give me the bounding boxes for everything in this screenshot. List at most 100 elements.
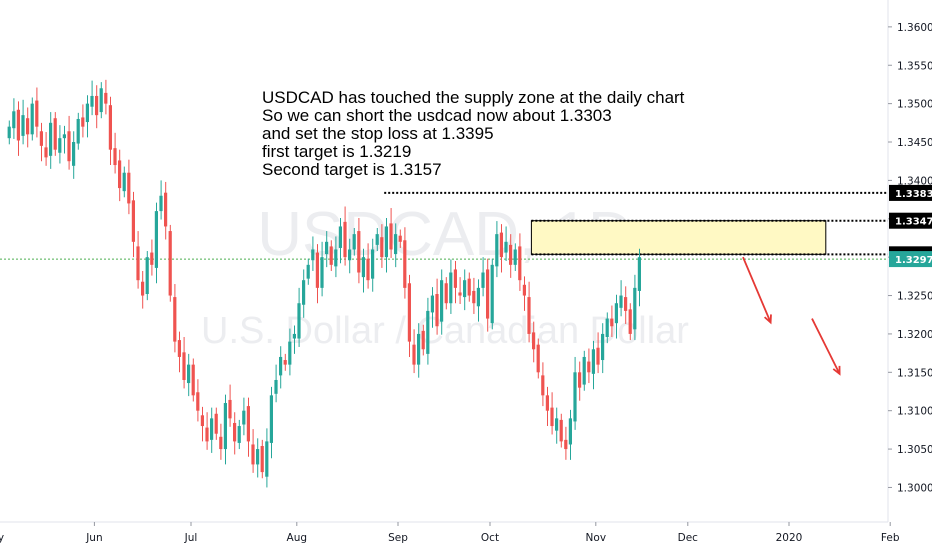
candle bbox=[490, 258, 494, 330]
candle-body bbox=[72, 142, 76, 166]
candle bbox=[16, 101, 20, 156]
candle bbox=[122, 166, 126, 198]
candle bbox=[591, 340, 595, 390]
candle bbox=[329, 240, 333, 271]
supply-zone bbox=[530, 220, 827, 255]
price-tick-label: 1.31500 bbox=[897, 367, 932, 379]
candle-body bbox=[619, 295, 623, 308]
candle-body bbox=[237, 426, 241, 443]
candle-body bbox=[403, 240, 407, 288]
price-tick-label: 1.31000 bbox=[897, 406, 932, 418]
price-tick-label: 1.30500 bbox=[897, 444, 932, 456]
candle bbox=[435, 278, 439, 335]
candle bbox=[127, 159, 131, 215]
time-axis[interactable]: May Jun Jul Aug Sep Oct Nov Dec 2020 Feb bbox=[0, 521, 900, 544]
candle-body bbox=[99, 88, 103, 113]
candle-body bbox=[486, 269, 490, 319]
candle-body bbox=[136, 246, 140, 281]
candle-body bbox=[509, 244, 513, 265]
candle bbox=[58, 125, 62, 164]
candle-body bbox=[292, 333, 296, 339]
candle-body bbox=[518, 246, 522, 281]
candle bbox=[108, 96, 112, 166]
candle-body bbox=[196, 392, 200, 411]
candle-body bbox=[297, 303, 301, 339]
candle-body bbox=[182, 352, 186, 380]
badge-bg bbox=[889, 212, 932, 229]
candle bbox=[168, 224, 172, 302]
candle-body bbox=[233, 422, 237, 442]
candle-body bbox=[421, 330, 425, 350]
target-arrow bbox=[742, 256, 772, 325]
candle bbox=[26, 107, 30, 148]
candle-body bbox=[44, 147, 48, 158]
candle-body bbox=[26, 118, 30, 135]
candle bbox=[463, 269, 467, 311]
candle bbox=[62, 125, 66, 154]
candle-body bbox=[555, 418, 559, 431]
candle-body bbox=[279, 356, 283, 376]
candle bbox=[12, 98, 16, 139]
candle-body bbox=[375, 234, 379, 245]
candle-body bbox=[122, 172, 126, 192]
candle bbox=[389, 208, 393, 258]
candle bbox=[72, 131, 76, 179]
candle-body bbox=[449, 272, 453, 304]
candle bbox=[375, 227, 379, 252]
time-tick-label: 2020 bbox=[776, 532, 803, 544]
candle-body bbox=[582, 356, 586, 385]
candle bbox=[246, 397, 250, 457]
candle bbox=[522, 276, 526, 311]
candle bbox=[118, 149, 122, 202]
candle-body bbox=[53, 118, 57, 150]
candle-body bbox=[568, 418, 572, 445]
price-axis[interactable]: 1.360001.355001.350001.345001.340001.335… bbox=[887, 0, 932, 522]
candle bbox=[596, 332, 600, 374]
candle-body bbox=[587, 361, 591, 373]
candle bbox=[499, 224, 503, 273]
candle-body bbox=[417, 333, 421, 365]
candle-body bbox=[223, 403, 227, 450]
candle bbox=[334, 236, 338, 278]
candle-body bbox=[228, 399, 232, 419]
candle bbox=[458, 277, 462, 304]
candle bbox=[495, 221, 499, 278]
candle bbox=[302, 269, 306, 318]
candle-body bbox=[352, 234, 356, 250]
trade-annotation: USDCAD has touched the supply zone at th… bbox=[262, 88, 685, 179]
candle-body bbox=[85, 103, 89, 123]
price-badge: 1.33837 bbox=[889, 184, 932, 201]
candle-body bbox=[283, 360, 287, 365]
candle bbox=[7, 120, 11, 145]
candle-body bbox=[527, 297, 531, 334]
candle bbox=[545, 386, 549, 427]
candle-body bbox=[444, 283, 448, 304]
candle bbox=[366, 243, 370, 289]
candle bbox=[242, 397, 246, 436]
candle-body bbox=[453, 269, 457, 288]
candle bbox=[113, 132, 117, 174]
candle bbox=[39, 122, 43, 162]
candle-body bbox=[435, 294, 439, 327]
candle-body bbox=[62, 134, 66, 139]
candle-body bbox=[633, 287, 637, 330]
candle bbox=[440, 269, 444, 335]
candle bbox=[532, 321, 536, 363]
candle bbox=[348, 238, 352, 274]
candle bbox=[95, 85, 99, 129]
candle bbox=[536, 338, 540, 379]
time-tick-label: Jul bbox=[184, 532, 198, 544]
price-tick-label: 1.30000 bbox=[897, 482, 932, 494]
candle bbox=[182, 336, 186, 389]
candle bbox=[210, 407, 214, 453]
candle bbox=[343, 206, 347, 266]
candle-body bbox=[191, 364, 195, 396]
candle-body bbox=[476, 287, 480, 307]
candle-body bbox=[269, 395, 273, 443]
candle bbox=[614, 294, 618, 339]
candle bbox=[587, 348, 591, 384]
time-tick-label: May bbox=[0, 532, 4, 544]
candle bbox=[610, 305, 614, 337]
candle bbox=[550, 392, 554, 435]
